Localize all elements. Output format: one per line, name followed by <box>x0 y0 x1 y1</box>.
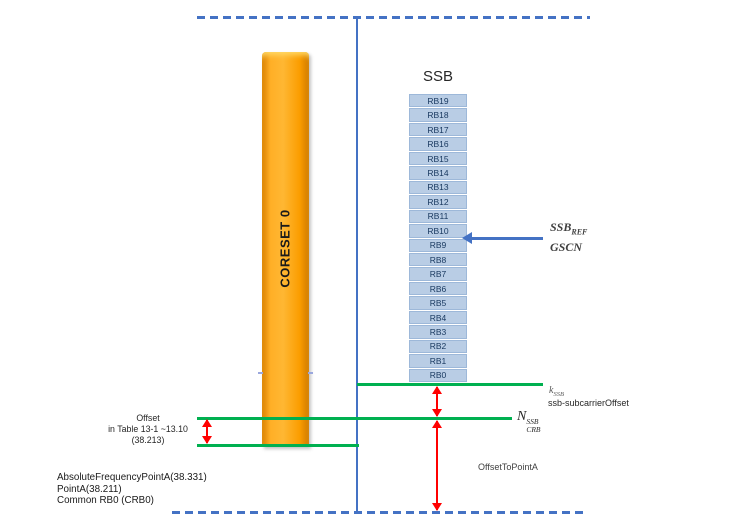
pointa-line-pointa: PointA(38.211) <box>57 483 122 495</box>
rb-block: RB8 <box>409 252 467 267</box>
rb-block: RB5 <box>409 296 467 310</box>
rb-block: RB19 <box>409 94 467 108</box>
rb-block: RB13 <box>409 180 467 195</box>
offset-table-annotation: Offset in Table 13-1 ~13.10 (38.213) <box>93 413 203 446</box>
rb-block: RB15 <box>409 151 467 166</box>
k-ssb-label: kSSB <box>549 385 564 398</box>
rb-block: RB17 <box>409 122 467 137</box>
ssb-subcarrier-offset-label: ssb-subcarrierOffset <box>548 398 629 408</box>
rb-block: RB14 <box>409 166 467 180</box>
carrier-axis-line <box>356 17 358 513</box>
rb-block: RB0 <box>409 368 467 383</box>
ssb-ref-sub: REF <box>571 227 588 237</box>
ssb-ref-arrow-head-icon <box>462 232 472 244</box>
offset-table-line3: (38.213) <box>131 435 165 445</box>
ssb-title: SSB <box>422 68 453 85</box>
k-ssb-sub: SSB <box>553 391 564 398</box>
coreset0-bar: CORESET 0 <box>262 52 309 447</box>
coreset0-label: CORESET 0 <box>278 208 293 288</box>
n-crb-sup: SSB <box>526 417 539 426</box>
rb-block: RB7 <box>409 267 467 281</box>
bottom-boundary-dashed-line <box>172 511 588 514</box>
rb-block: RB11 <box>409 209 467 224</box>
rb-block: RB18 <box>409 108 467 122</box>
rb-block: RB3 <box>409 325 467 339</box>
ssb-ref-label: SSBREF <box>550 220 587 236</box>
rb-block: RB10 <box>409 224 467 238</box>
ssb-ref-arrow-line <box>471 237 543 240</box>
n-crb-label: N SSB CRB <box>517 409 541 433</box>
pointa-annotation: AbsoluteFrequencyPointA(38.331) PointA(3… <box>57 472 207 507</box>
coreset-bottom-green-line <box>197 444 359 447</box>
rb-block: RB6 <box>409 281 467 296</box>
coreset-left-tick <box>258 372 263 374</box>
top-boundary-dashed-line <box>197 16 590 19</box>
rb-block: RB2 <box>409 339 467 354</box>
rb-block: RB9 <box>409 238 467 252</box>
rb-block: RB16 <box>409 137 467 151</box>
offset-to-pointa-label: OffsetToPointA <box>478 462 538 472</box>
ssb-rb0-green-line <box>357 383 543 386</box>
n-crb-main: N <box>517 409 527 424</box>
table-offset-arrow <box>202 419 212 444</box>
rb-block: RB12 <box>409 195 467 209</box>
offset-table-line1: Offset <box>136 413 160 423</box>
ncrb-green-line <box>197 417 512 420</box>
ssb-rb-stack: RB19 RB18 RB17 RB16 RB15 RB14 RB13 RB12 RB11 RB10… <box>409 94 467 383</box>
rb-block: RB1 <box>409 354 467 368</box>
pointa-line-absolute-frequency: AbsoluteFrequencyPointA(38.331) <box>57 472 207 483</box>
pointa-line-common-rb0: Common RB0 (CRB0) <box>57 495 154 507</box>
kssb-offset-arrow <box>432 386 442 417</box>
n-crb-sub: CRB <box>526 424 541 434</box>
rb-block: RB4 <box>409 310 467 325</box>
offset-to-pointa-arrow <box>432 420 442 511</box>
k-ssb-main: k <box>549 385 554 396</box>
offset-table-line2: in Table 13-1 ~13.10 <box>108 424 188 434</box>
gscn-label: GSCN <box>550 240 583 254</box>
ssb-ref-main: SSB <box>550 220 572 234</box>
coreset-right-tick <box>308 372 313 374</box>
